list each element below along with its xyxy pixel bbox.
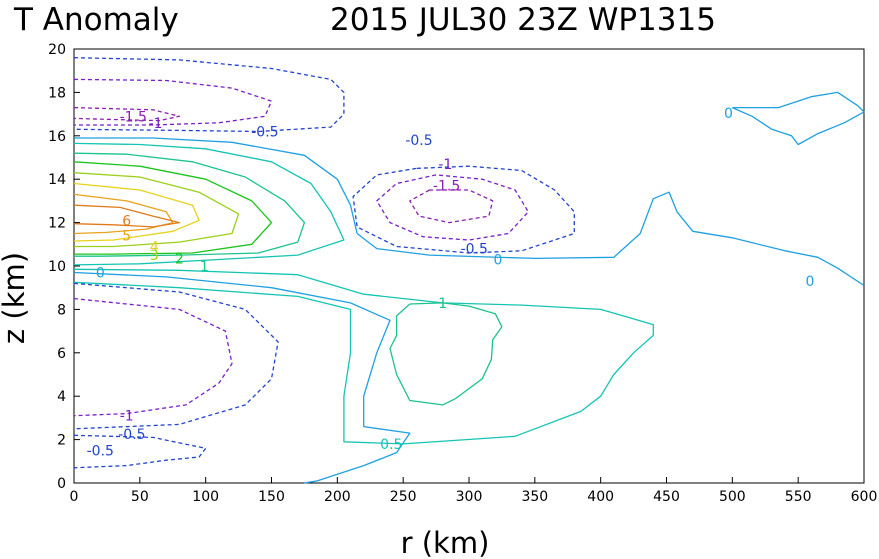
y-tick-label: 4 <box>57 389 66 405</box>
x-tick-label: 600 <box>851 489 878 505</box>
x-tick-label: 300 <box>456 489 483 505</box>
contour-label: 0 <box>494 253 503 269</box>
contour-label: -1 <box>149 116 163 132</box>
contour-line <box>73 297 233 417</box>
y-axis-label: z (km) <box>0 252 31 344</box>
chart-title-left: T Anomaly <box>13 2 179 38</box>
x-tick-label: 550 <box>785 489 812 505</box>
x-axis-label: r (km) <box>401 526 490 559</box>
x-tick-label: 400 <box>587 489 614 505</box>
x-tick-label: 200 <box>324 489 351 505</box>
contour-line <box>409 189 494 224</box>
y-tick-label: 16 <box>48 129 66 145</box>
chart-title-right: 2015 JUL30 23Z WP1315 <box>330 2 716 38</box>
contour-label: 6 <box>122 213 131 229</box>
x-tick-label: 500 <box>719 489 746 505</box>
contour-label: 0 <box>806 274 815 290</box>
contour-line <box>376 174 529 241</box>
x-tick-label: 0 <box>70 489 79 505</box>
contour-label: -0.5 <box>118 427 145 443</box>
contour-label: -1 <box>438 157 452 173</box>
contour-label: 3 <box>150 248 159 264</box>
contour-line <box>389 302 503 406</box>
y-tick-label: 20 <box>48 42 66 58</box>
contour-label: 2 <box>175 251 184 267</box>
x-tick-label: 50 <box>131 489 149 505</box>
contour-line <box>73 182 200 242</box>
contour-line <box>73 106 180 122</box>
contour-label: 4 <box>150 240 159 256</box>
contour-lines <box>73 57 865 484</box>
contour-label: -0.5 <box>87 443 114 459</box>
y-axis-ticks: 0 2 4 6 8 10 12 14 16 18 20 <box>48 42 80 492</box>
contour-line <box>73 172 240 248</box>
contour-label: -0.5 <box>461 242 488 258</box>
y-tick-label: 6 <box>57 346 66 362</box>
contour-label: -0.5 <box>405 133 432 149</box>
x-axis-ticks: 0 50 100 150 200 250 300 350 400 450 500 550 600 <box>70 477 878 505</box>
contour-label: -1.5 <box>433 179 460 195</box>
y-tick-label: 0 <box>57 476 66 492</box>
plot-frame <box>73 48 865 484</box>
contour-line <box>73 282 279 430</box>
contour-line <box>73 268 654 445</box>
contour-line <box>73 204 180 228</box>
contour-label: 1 <box>438 296 447 312</box>
contour-line <box>73 271 411 484</box>
contour-line <box>74 137 865 287</box>
contour-label: -0.5 <box>251 125 278 141</box>
x-tick-label: 250 <box>390 489 417 505</box>
contour-line <box>73 193 174 235</box>
x-tick-label: 150 <box>258 489 285 505</box>
contour-line <box>73 161 273 255</box>
contour-label: 0 <box>96 266 105 282</box>
contour-label: 1 <box>200 259 209 275</box>
y-tick-label: 12 <box>48 216 66 232</box>
contour-label: 0.5 <box>380 437 402 453</box>
contour-line <box>73 78 273 126</box>
y-tick-label: 8 <box>57 302 66 318</box>
contour-line <box>73 152 306 257</box>
y-tick-label: 2 <box>57 433 66 449</box>
x-tick-label: 350 <box>521 489 548 505</box>
contour-line <box>73 57 345 133</box>
contour-label: -1 <box>120 409 134 425</box>
contour-line <box>73 142 345 266</box>
contour-label: 0 <box>724 106 733 122</box>
contour-line <box>352 165 575 254</box>
contour-label: 5 <box>122 229 131 245</box>
y-tick-label: 18 <box>48 85 66 101</box>
y-tick-label: 14 <box>48 172 66 188</box>
contour-line <box>732 91 865 146</box>
x-tick-label: 100 <box>192 489 219 505</box>
contour-line <box>73 434 207 469</box>
x-tick-label: 450 <box>653 489 680 505</box>
y-tick-label: 10 <box>48 259 66 275</box>
contour-label: -1.5 <box>120 109 147 125</box>
